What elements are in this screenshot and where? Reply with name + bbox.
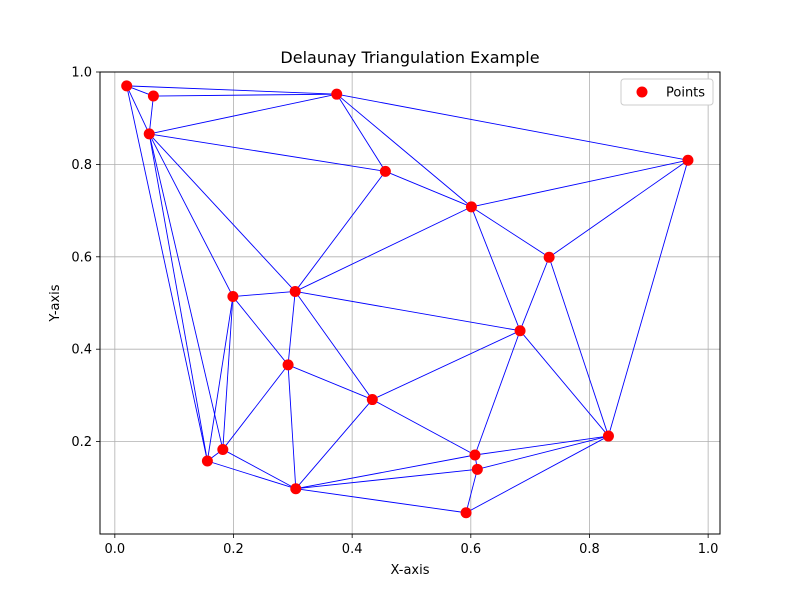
- triangulation-edge: [149, 93, 337, 135]
- x-ticks: 0.0 0.2 0.4 0.6 0.8 1.0: [104, 534, 718, 557]
- triangulation-edge: [287, 291, 296, 365]
- x-tick-label: 0.0: [104, 542, 125, 557]
- triangulation-edge: [148, 133, 296, 292]
- triangulation-edge: [295, 468, 478, 490]
- triangulation-edge: [336, 93, 386, 172]
- triangulation-edge: [148, 133, 224, 450]
- triangulation-edge: [126, 85, 337, 95]
- triangulation-edge: [294, 171, 386, 292]
- plot-frame: [99, 71, 721, 535]
- data-point: [465, 201, 477, 213]
- x-tick-label: 1.0: [698, 542, 719, 557]
- triangulation-edge: [372, 399, 476, 456]
- triangulation-edge: [336, 93, 689, 161]
- legend-box: [620, 78, 714, 106]
- data-point: [282, 359, 294, 371]
- data-point: [366, 394, 378, 406]
- y-tick-label: 0.4: [71, 343, 92, 358]
- triangulation-edge: [336, 93, 472, 208]
- y-tick-label: 0.2: [71, 435, 92, 450]
- chart-title: Delaunay Triangulation Example: [280, 48, 539, 67]
- triangulation-edge: [295, 488, 467, 514]
- triangulation-edge: [148, 95, 154, 134]
- data-point: [121, 80, 133, 92]
- data-point: [217, 443, 229, 455]
- triangulation-edge: [148, 133, 234, 297]
- y-tick-label: 0.8: [71, 158, 92, 173]
- x-tick-label: 0.4: [342, 542, 363, 557]
- triangulation-edge: [232, 296, 289, 366]
- data-point: [469, 449, 481, 461]
- y-axis-label: Y-axis: [48, 284, 63, 322]
- triangulation-edge: [519, 330, 609, 437]
- triangulation-edge: [232, 291, 296, 297]
- triangulation-edge: [295, 291, 521, 332]
- data-point: [227, 291, 239, 303]
- data-point: [543, 251, 555, 263]
- triangulation-edge: [295, 454, 476, 490]
- data-point: [143, 128, 155, 140]
- data-point: [289, 285, 301, 297]
- legend-marker: [636, 86, 648, 98]
- x-tick-label: 0.8: [579, 542, 600, 557]
- triangulation-edge: [295, 206, 472, 292]
- points: [121, 80, 694, 519]
- triangulation-edge: [548, 257, 609, 437]
- legend: Points: [620, 78, 714, 106]
- triangulation-edge: [126, 85, 208, 462]
- triangulation-edges: [126, 85, 689, 514]
- legend-label: Points: [666, 86, 705, 101]
- y-ticks: 0.2 0.4 0.6 0.8 1.0: [71, 66, 100, 450]
- x-tick-label: 0.2: [223, 542, 244, 557]
- triangulation-edge: [372, 330, 521, 400]
- data-point: [602, 430, 614, 442]
- triangulation-edge: [474, 435, 609, 456]
- triangulation-edge: [608, 160, 689, 437]
- triangulation-edge: [470, 206, 521, 331]
- triangulation-edge: [471, 159, 689, 208]
- triangulation-edge: [222, 449, 297, 490]
- triangulation-edge: [149, 133, 386, 172]
- data-point: [379, 165, 391, 177]
- data-point: [290, 483, 302, 495]
- triangulation-edge: [385, 170, 472, 208]
- y-tick-label: 1.0: [71, 66, 92, 81]
- triangulation-edge: [153, 93, 337, 97]
- triangulation-edge: [206, 296, 234, 462]
- triangulation-edge: [207, 460, 296, 490]
- data-point: [201, 455, 213, 467]
- triangulation-edge: [548, 159, 689, 258]
- data-point: [147, 90, 159, 102]
- data-point: [460, 507, 472, 519]
- triangulation-edge: [465, 469, 478, 513]
- triangulation-edge: [126, 85, 150, 135]
- triangulation-edge: [222, 364, 289, 450]
- data-point: [682, 154, 694, 166]
- data-point: [331, 88, 343, 100]
- triangulation-edge: [519, 257, 550, 331]
- triangulation-edge: [477, 435, 609, 470]
- triangulation-edge: [295, 399, 373, 490]
- triangulation-edge: [287, 364, 373, 400]
- triangulation-edge: [471, 206, 550, 258]
- triangulation-edge: [287, 364, 297, 489]
- triangulation-edge: [294, 291, 373, 400]
- x-tick-label: 0.6: [460, 542, 481, 557]
- triangulation-edge: [465, 435, 609, 514]
- data-point: [471, 463, 483, 475]
- triangulation-edge: [222, 296, 234, 450]
- x-axis-label: X-axis: [391, 563, 430, 578]
- y-tick-label: 0.6: [71, 250, 92, 265]
- triangulation-edge: [474, 330, 521, 456]
- data-point: [514, 325, 526, 337]
- triangulation-edge: [148, 133, 208, 462]
